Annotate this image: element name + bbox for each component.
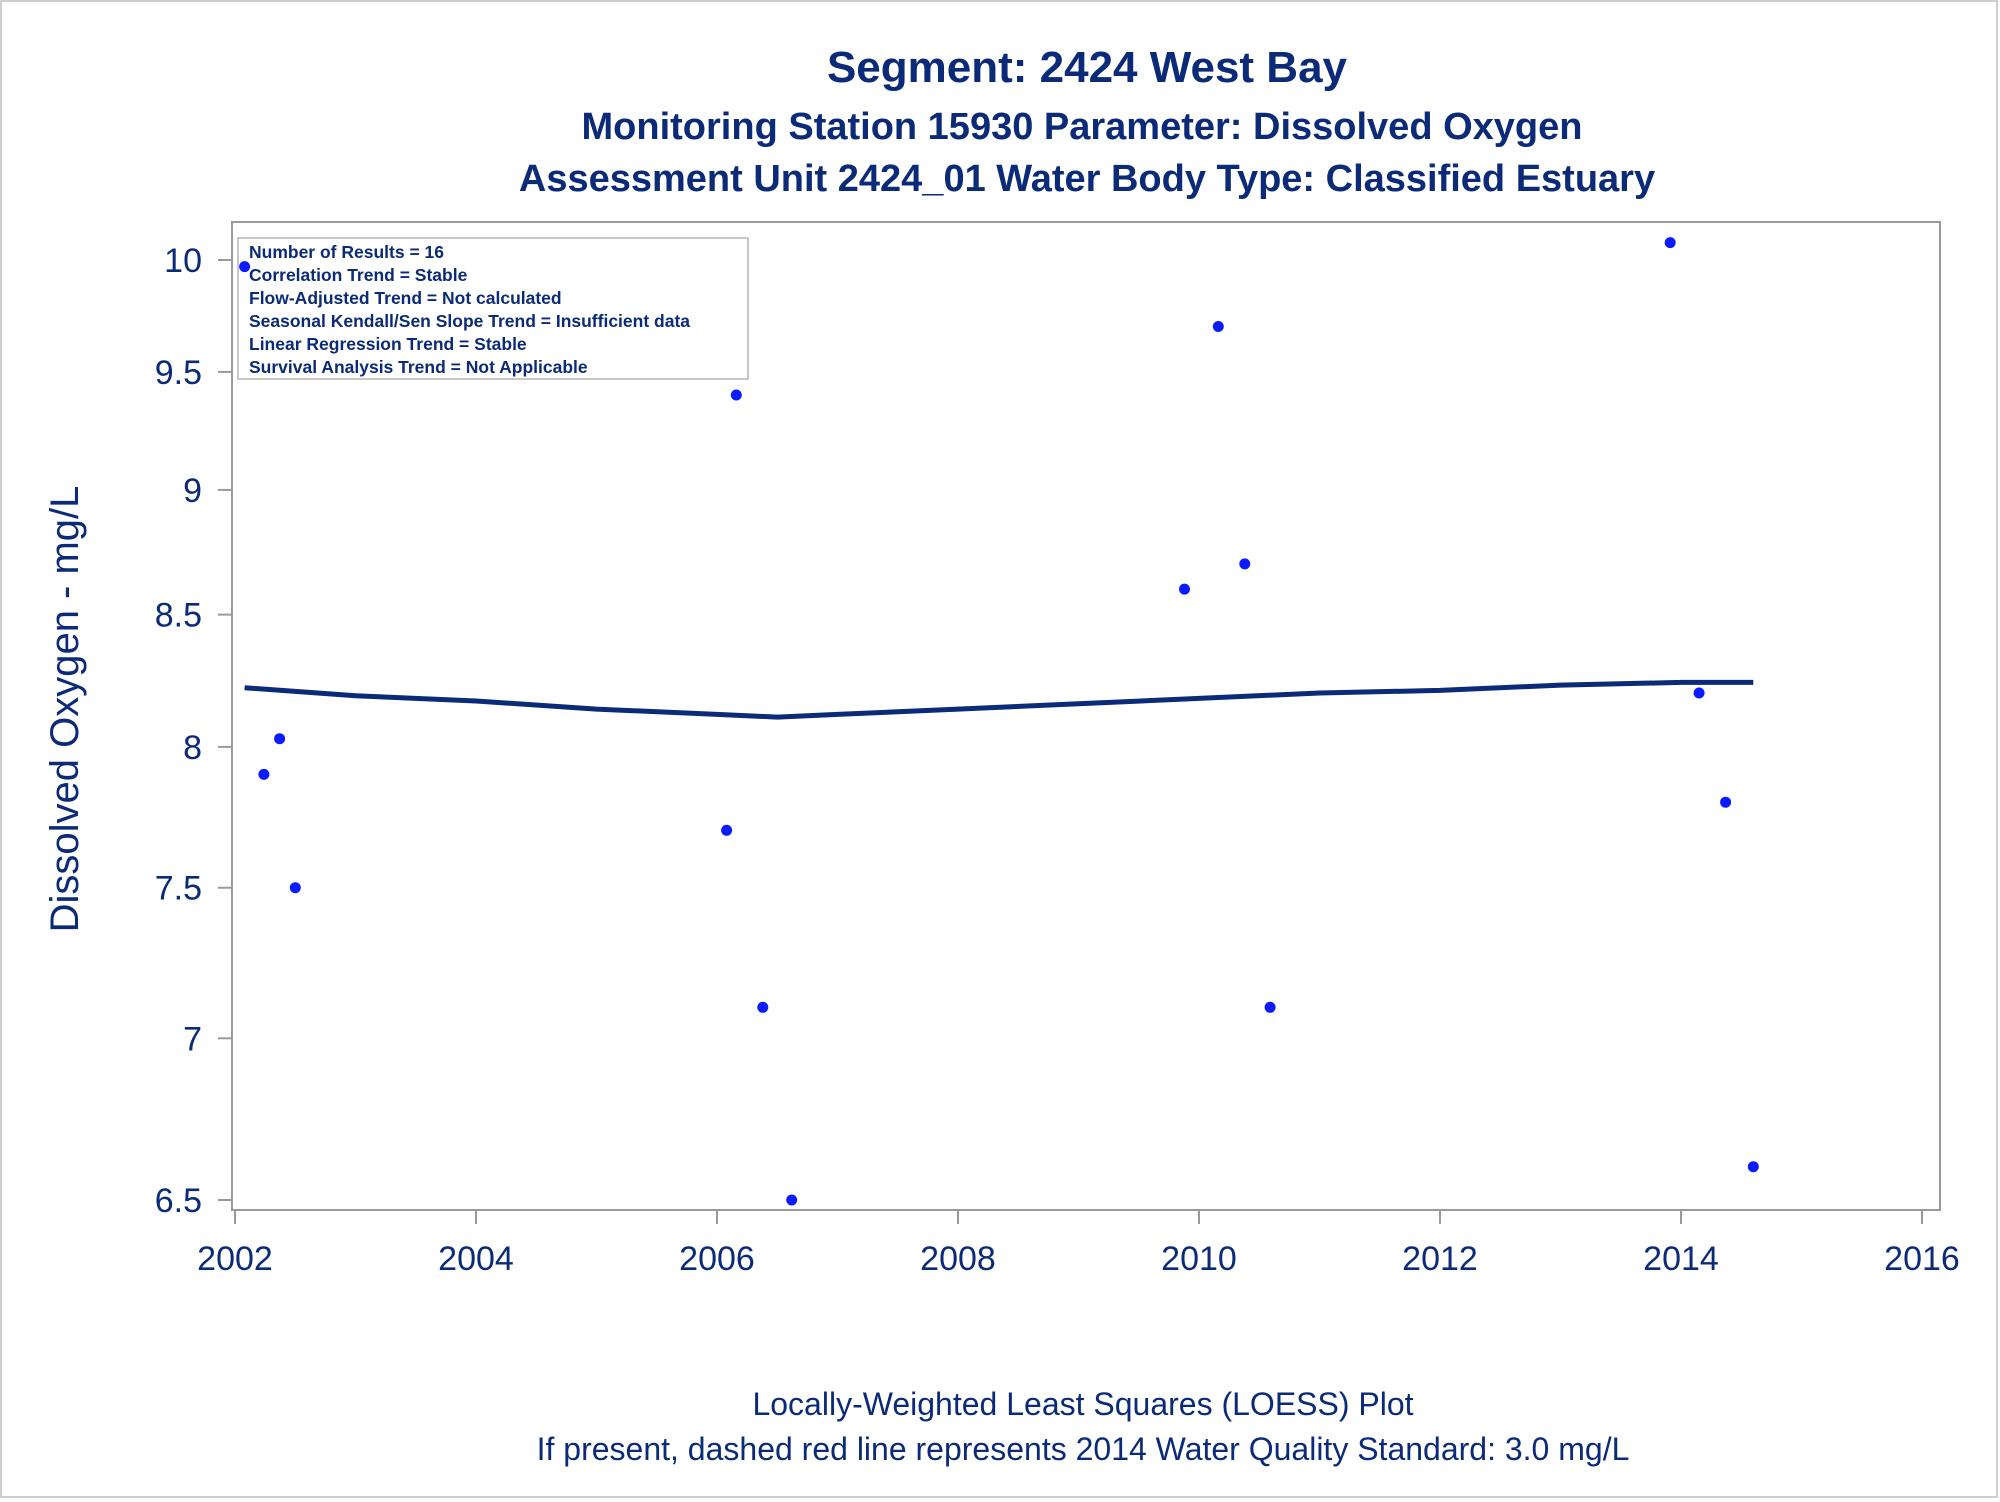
x-tick-label: 2006 [679,1240,755,1278]
x-tick-label: 2004 [438,1240,514,1278]
stats-correlation-trend: Correlation Trend = Stable [249,265,468,285]
stats-flow-adjusted-trend: Flow-Adjusted Trend = Not calculated [249,288,562,308]
x-tick-label: 2016 [1884,1240,1960,1278]
y-tick-label: 6.5 [155,1182,202,1220]
data-point [1664,237,1676,249]
stats-box-frame [237,237,749,380]
data-point [258,768,270,780]
stats-seasonal-kendall-trend: Seasonal Kendall/Sen Slope Trend = Insuf… [249,311,690,331]
chart-subtitle-2: Assessment Unit 2424_01 Water Body Type:… [519,158,1655,200]
x-tick-label: 2002 [197,1240,273,1278]
footnote-standard: If present, dashed red line represents 2… [537,1431,1630,1467]
y-tick-label: 9 [183,472,202,510]
y-tick-label: 7.5 [155,870,202,908]
y-axis-label: Dissolved Oxygen - mg/L [43,486,87,933]
data-point [1179,583,1190,595]
data-point [1747,1161,1759,1173]
y-tick-label: 8 [183,729,202,767]
y-axis: 6.5 7 7.5 8 8.5 9 9.5 10 [155,242,232,1220]
data-point [786,1194,798,1206]
stats-linear-regression-trend: Linear Regression Trend = Stable [249,334,527,354]
data-point [274,733,286,745]
x-tick-label: 2010 [1161,1240,1237,1278]
chart-subtitle: Monitoring Station 15930 Parameter: Diss… [582,106,1583,148]
loess-layer [244,679,1754,720]
x-tick-label: 2008 [920,1240,996,1278]
stats-number-of-results: Number of Results = 16 [249,242,444,262]
stats-box: Number of Results = 16 Correlation Trend… [237,237,749,380]
points-layer [239,237,1759,1206]
footnote-loess: Locally-Weighted Least Squares (LOESS) P… [752,1386,1413,1422]
data-point [1212,321,1224,332]
y-tick-label: 10 [164,242,202,280]
data-point [1693,687,1705,699]
chart-title: Segment: 2424 West Bay [827,43,1348,92]
x-tick-label: 2014 [1643,1240,1719,1278]
x-axis: 2002 2004 2006 2008 2010 2012 2014 2016 [197,1210,1960,1278]
data-point [721,824,733,836]
y-tick-label: 7 [183,1020,202,1058]
data-point [239,261,251,273]
data-point [730,389,742,401]
x-tick-label: 2012 [1402,1240,1478,1278]
data-point [1720,796,1732,808]
data-point [1239,558,1251,570]
plot-area [231,221,1941,1211]
data-point [757,1001,769,1013]
data-point [1264,1001,1276,1013]
y-tick-label: 8.5 [155,597,202,635]
y-tick-label: 9.5 [155,354,202,392]
data-point [289,882,301,894]
stats-survival-analysis-trend: Survival Analysis Trend = Not Applicable [249,357,588,377]
loess-line [244,679,1754,720]
